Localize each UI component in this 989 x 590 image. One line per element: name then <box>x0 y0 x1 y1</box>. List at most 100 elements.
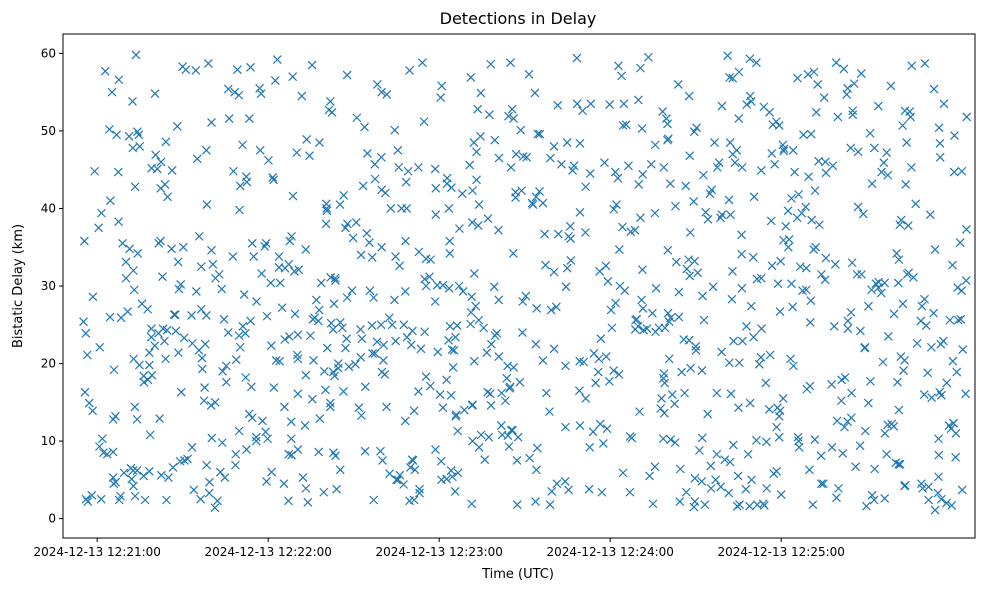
data-point-x-marker <box>395 470 405 480</box>
data-point-x-marker <box>100 66 110 76</box>
data-point-x-marker <box>697 366 707 375</box>
data-point-x-marker <box>690 473 700 483</box>
data-point-x-marker <box>807 215 817 225</box>
data-point-x-marker <box>607 323 617 333</box>
data-point-x-marker <box>851 462 861 472</box>
data-point-x-marker <box>314 447 324 457</box>
data-point-x-marker <box>518 152 528 161</box>
data-point-x-marker <box>356 352 366 362</box>
data-point-x-marker <box>303 497 313 507</box>
data-point-x-marker <box>638 169 648 179</box>
data-point-x-marker <box>305 331 315 341</box>
data-point-x-marker <box>511 193 521 203</box>
data-point-x-marker <box>232 65 242 75</box>
data-point-x-marker <box>771 117 781 127</box>
data-point-x-marker <box>457 189 467 199</box>
data-point-x-marker <box>112 130 122 140</box>
data-point-x-marker <box>926 342 936 352</box>
data-point-x-marker <box>403 166 413 176</box>
data-point-x-marker <box>133 249 143 258</box>
data-point-x-marker <box>948 260 957 270</box>
data-point-x-marker <box>442 375 452 385</box>
data-point-x-marker <box>781 221 791 231</box>
data-point-x-marker <box>446 390 456 400</box>
data-point-x-marker <box>342 70 352 80</box>
data-point-x-marker <box>162 495 171 505</box>
data-point-x-marker <box>445 249 455 258</box>
data-point-x-marker <box>521 291 531 301</box>
data-point-x-marker <box>512 500 522 510</box>
data-point-x-marker <box>329 299 339 309</box>
data-point-x-marker <box>377 87 387 97</box>
data-point-x-marker <box>907 162 916 172</box>
data-point-x-marker <box>420 274 430 284</box>
data-point-x-marker <box>847 258 857 268</box>
data-point-x-marker <box>335 200 345 210</box>
data-point-x-marker <box>321 385 330 395</box>
data-point-x-marker <box>448 362 458 372</box>
data-point-x-marker <box>128 466 138 475</box>
data-point-x-marker <box>409 495 419 505</box>
data-point-x-marker <box>585 169 595 178</box>
data-point-x-marker <box>447 183 456 192</box>
data-point-x-marker <box>298 473 308 482</box>
data-point-x-marker <box>217 438 227 448</box>
data-point-x-marker <box>700 500 710 510</box>
data-point-x-marker <box>689 197 699 206</box>
data-point-x-marker <box>192 154 202 164</box>
data-point-x-marker <box>503 361 513 371</box>
data-point-x-marker <box>935 138 945 148</box>
data-point-x-marker <box>820 275 830 285</box>
data-point-x-marker <box>425 381 435 391</box>
data-point-x-marker <box>675 497 685 506</box>
data-point-x-marker <box>745 501 754 511</box>
data-point-x-marker <box>893 377 902 387</box>
data-point-x-marker <box>806 129 816 139</box>
data-point-x-marker <box>196 262 206 272</box>
data-point-x-marker <box>843 324 853 334</box>
y-tick-label: 60 <box>41 46 56 60</box>
data-point-x-marker <box>848 106 858 116</box>
data-point-x-marker <box>927 393 937 403</box>
data-point-x-marker <box>376 446 385 456</box>
data-point-x-marker <box>150 89 160 99</box>
data-point-x-marker <box>685 151 695 161</box>
data-point-x-marker <box>474 200 484 210</box>
data-point-x-marker <box>675 464 685 474</box>
data-point-x-marker <box>545 500 555 510</box>
data-point-x-marker <box>597 487 607 497</box>
data-point-x-marker <box>316 278 326 288</box>
data-point-x-marker <box>238 321 248 331</box>
data-point-x-marker <box>437 81 447 91</box>
data-point-x-marker <box>553 100 563 110</box>
data-point-x-marker <box>952 367 962 377</box>
data-point-x-marker <box>146 332 156 342</box>
data-point-x-marker <box>517 328 527 337</box>
data-point-x-marker <box>301 370 311 380</box>
data-point-x-marker <box>342 293 352 303</box>
data-point-x-marker <box>322 204 332 213</box>
data-point-x-marker <box>247 238 257 248</box>
data-point-x-marker <box>637 265 647 275</box>
data-point-x-marker <box>426 255 436 265</box>
data-point-x-marker <box>500 396 510 406</box>
data-point-x-marker <box>210 503 220 513</box>
data-point-x-marker <box>936 494 946 504</box>
data-point-x-marker <box>801 202 811 212</box>
data-point-x-marker <box>249 252 259 261</box>
data-point-x-marker <box>234 205 244 215</box>
data-point-x-marker <box>95 342 105 352</box>
data-point-x-marker <box>293 354 303 364</box>
data-point-x-marker <box>846 413 856 423</box>
data-point-x-marker <box>565 221 575 231</box>
data-point-x-marker <box>242 177 252 187</box>
data-point-x-marker <box>663 119 672 129</box>
data-point-x-marker <box>745 54 755 64</box>
data-point-x-marker <box>725 72 735 82</box>
data-point-x-marker <box>869 143 879 153</box>
data-point-x-marker <box>170 310 180 320</box>
data-point-x-marker <box>775 307 785 317</box>
data-point-x-marker <box>147 370 157 380</box>
data-point-x-marker <box>738 336 747 346</box>
data-point-x-marker <box>889 421 899 431</box>
